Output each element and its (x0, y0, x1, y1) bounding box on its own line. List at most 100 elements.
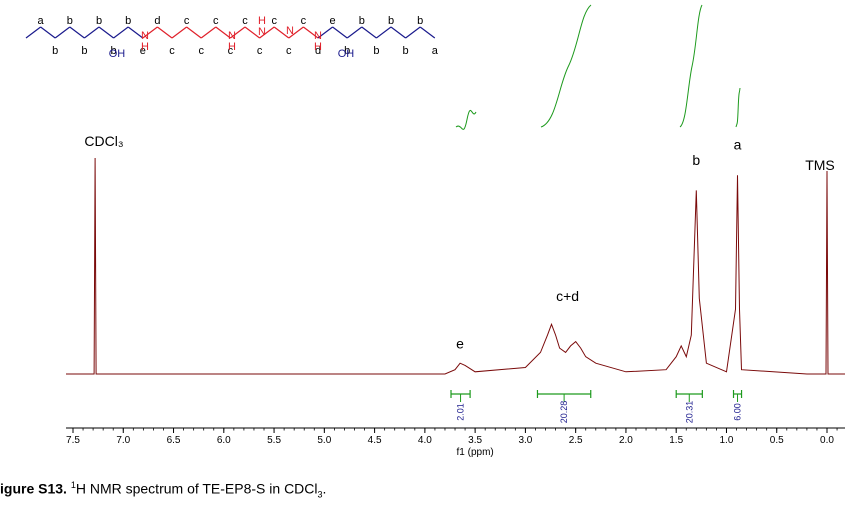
integral-curve (679, 4, 703, 128)
tick-label: 2.0 (619, 435, 633, 446)
integral-value: 6.00 (733, 403, 743, 421)
heteroatom-label: OH (338, 48, 355, 60)
bond (157, 26, 173, 39)
tick-label: 5.0 (317, 435, 331, 446)
bond (390, 26, 406, 39)
bond (171, 26, 187, 39)
bond (346, 26, 363, 39)
bond (419, 26, 436, 39)
bond (40, 26, 56, 39)
x-axis: 7.5 7.0 6.5 6.0 5.5 5.0 4.5 4.0 3.5 3.0 2.5 2.0 1.5 1… (66, 427, 845, 458)
integral-value: 20.31 (684, 401, 694, 424)
bond (142, 26, 158, 39)
bond (230, 26, 246, 39)
x-axis-label: f1 (ppm) (457, 447, 494, 458)
peak-label: TMS (805, 157, 835, 173)
atom-label: a (38, 15, 45, 27)
atom-label: b (417, 15, 423, 27)
tick-label: 7.0 (116, 435, 130, 446)
tick-label: 3.0 (518, 435, 532, 446)
heteroatom-label: H (141, 41, 149, 53)
atom-label: b (52, 45, 58, 57)
tick-label: 2.5 (569, 435, 583, 446)
atom-label: b (388, 15, 394, 27)
bond (127, 26, 144, 39)
spectrum-line (66, 157, 845, 375)
heteroatom-label: N (314, 30, 322, 42)
tick-label: 4.0 (418, 435, 432, 446)
peak-label: e (456, 335, 464, 351)
tick-label: 7.5 (66, 435, 80, 446)
heteroatom-label: N (228, 30, 236, 42)
bond (288, 26, 304, 39)
atom-label: c (169, 45, 175, 57)
atom-label: a (432, 45, 439, 57)
atom-label: c (301, 15, 307, 27)
atom-label: b (403, 45, 409, 57)
caption-end: . (322, 480, 327, 497)
tick-label: 1.0 (720, 435, 734, 446)
bond (54, 26, 71, 39)
tick-label: 0.5 (770, 435, 784, 446)
bond (84, 26, 100, 39)
integral-curves (455, 4, 741, 130)
bond (244, 26, 260, 39)
peak-label: a (734, 137, 742, 153)
integral-curve (735, 87, 741, 128)
heteroatom-label: H (258, 15, 266, 27)
tick-label: 6.0 (217, 435, 231, 446)
bond (303, 26, 319, 39)
atom-label: b (359, 15, 365, 27)
heteroatom-label: N (141, 30, 149, 42)
tick-label: 1.5 (669, 435, 683, 446)
bond (113, 26, 129, 39)
tick-label: 3.5 (468, 435, 482, 446)
peak-label: b (692, 152, 700, 168)
heteroatom-label: OH (109, 48, 126, 60)
heteroatom-label: N (286, 25, 294, 37)
figure-caption: igure S13. 1H NMR spectrum of TE-EP8-S i… (0, 480, 326, 499)
peak-label: CDCl₃ (84, 133, 123, 149)
bond (317, 26, 333, 39)
atom-label: e (140, 45, 146, 57)
atom-label: c (184, 15, 190, 27)
bond (25, 26, 41, 39)
atom-label: c (257, 45, 263, 57)
atom-label: d (315, 45, 321, 57)
bond (259, 26, 275, 39)
atom-label: d (154, 15, 160, 27)
tick-label: 4.5 (368, 435, 382, 446)
caption-label: igure S13. (0, 480, 67, 497)
atom-label: c (286, 45, 292, 57)
integral-markers: 2.01 20.28 20.31 6.00 (450, 390, 743, 424)
bond (376, 26, 392, 39)
caption-text: H NMR spectrum of TE-EP8-S in CDCl (75, 480, 318, 497)
integral-curve (455, 109, 477, 130)
heteroatom-label: H (228, 41, 236, 53)
bond (332, 26, 348, 39)
peak-label: c+d (556, 288, 579, 304)
atom-label: b (111, 45, 117, 57)
caption-subscript: 3 (317, 489, 323, 500)
bond (98, 26, 114, 39)
tick-label: 6.5 (167, 435, 181, 446)
integral-value: 20.28 (559, 401, 569, 424)
atom-label: b (125, 15, 131, 27)
tick-label: 5.5 (267, 435, 281, 446)
atom-label: b (81, 45, 87, 57)
bond (273, 26, 290, 39)
atom-label: c (271, 15, 277, 27)
bond (200, 26, 217, 39)
atom-label: c (228, 45, 234, 57)
heteroatom-label: H (314, 41, 322, 53)
heteroatom-label: N (258, 26, 266, 38)
atom-label: b (344, 45, 350, 57)
bond (405, 26, 421, 39)
bond (69, 26, 85, 39)
integral-value: 2.01 (456, 403, 466, 421)
atom-label: b (96, 15, 102, 27)
atom-label: c (198, 45, 204, 57)
atom-label: c (242, 15, 248, 27)
spectrum-plot (66, 157, 845, 375)
